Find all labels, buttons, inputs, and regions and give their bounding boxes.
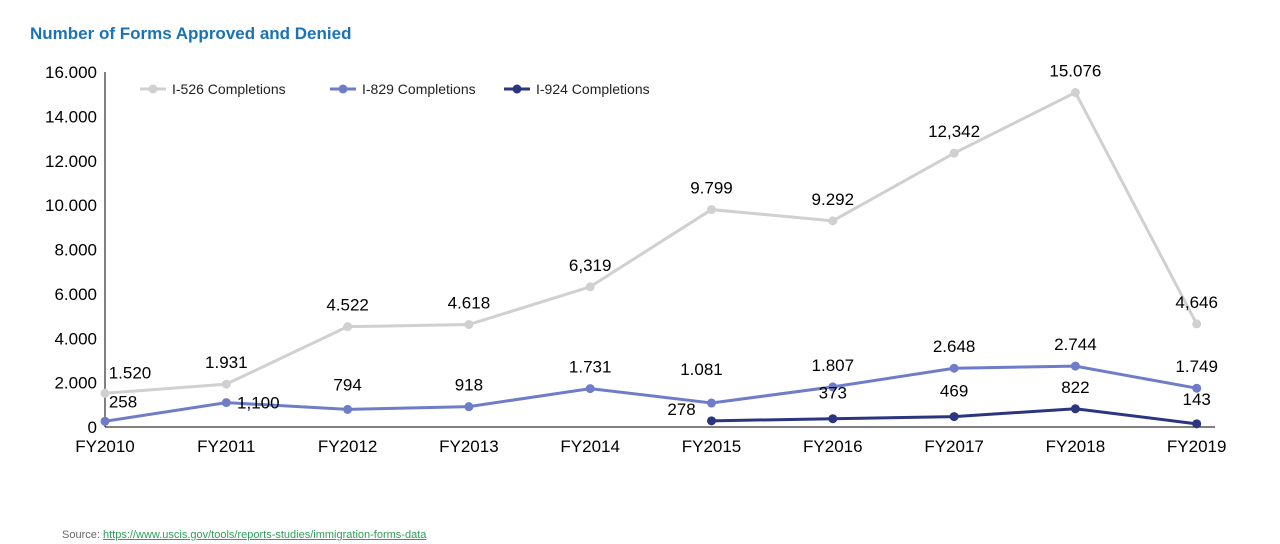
data-point <box>221 379 231 389</box>
data-point <box>585 384 595 394</box>
data-point <box>343 322 353 332</box>
y-tick-label: 14.000 <box>45 107 97 126</box>
data-point <box>1070 404 1080 414</box>
legend-label: I-829 Completions <box>362 81 476 97</box>
data-label: 4.618 <box>448 294 491 313</box>
data-point <box>1192 419 1202 429</box>
data-point <box>707 205 716 215</box>
x-tick-label: FY2017 <box>924 437 984 456</box>
y-tick-label: 10.000 <box>45 196 97 215</box>
y-tick-label: 8.000 <box>54 241 97 260</box>
legend-label: I-526 Completions <box>172 81 286 97</box>
y-tick-label: 2.000 <box>54 374 97 393</box>
x-tick-label: FY2013 <box>439 437 499 456</box>
series-line-2 <box>104 364 1197 423</box>
x-tick-label: FY2015 <box>682 437 742 456</box>
data-label: 2.744 <box>1054 335 1097 354</box>
data-point <box>1192 383 1202 393</box>
legend-marker <box>338 84 348 94</box>
y-tick-label: 4.000 <box>54 329 97 348</box>
data-point <box>100 388 110 398</box>
data-point <box>949 363 959 373</box>
legend-marker <box>148 84 158 94</box>
data-label: 258 <box>109 392 137 411</box>
data-label: 1.520 <box>109 363 152 382</box>
data-label: 143 <box>1183 390 1211 409</box>
data-point <box>949 412 959 422</box>
x-tick-label: FY2012 <box>318 437 378 456</box>
data-label: 12,342 <box>928 122 980 141</box>
y-tick-label: 0 <box>88 418 97 437</box>
data-point <box>464 320 474 330</box>
data-point <box>464 402 474 412</box>
y-tick-label: 6.000 <box>54 285 97 304</box>
data-point <box>949 148 959 158</box>
data-label: 373 <box>819 384 847 403</box>
x-tick-label: FY2011 <box>197 437 255 456</box>
data-point <box>1070 361 1080 371</box>
chart-title: Number of Forms Approved and Denied <box>30 24 352 43</box>
data-label: 4,646 <box>1175 293 1218 312</box>
data-label: 1.931 <box>205 353 248 372</box>
data-label: 278 <box>667 400 695 419</box>
data-point <box>828 414 838 424</box>
x-tick-label: FY2018 <box>1046 437 1106 456</box>
data-label: 1,100 <box>237 394 280 413</box>
data-label: 9.799 <box>690 179 733 198</box>
data-label: 918 <box>455 376 483 395</box>
data-label: 1.081 <box>680 360 723 379</box>
data-label: 6,319 <box>569 256 612 275</box>
series-line-1 <box>104 90 1199 395</box>
data-label: 794 <box>333 375 361 394</box>
x-tick-label: FY2014 <box>560 437 620 456</box>
data-label: 469 <box>940 382 968 401</box>
data-label: 1.749 <box>1175 357 1218 376</box>
x-tick-label: FY2019 <box>1167 437 1227 456</box>
y-tick-label: 16.000 <box>45 63 97 82</box>
data-point <box>585 282 595 292</box>
data-point <box>221 398 231 408</box>
data-label: 15.076 <box>1049 62 1101 81</box>
data-label: 1.807 <box>812 356 855 375</box>
data-point <box>828 216 838 226</box>
source-note: Source: https://www.uscis.gov/tools/repo… <box>62 529 426 541</box>
legend-marker <box>512 84 522 94</box>
data-label: 1.731 <box>569 358 612 377</box>
data-label: 4.522 <box>326 296 369 315</box>
data-point <box>707 416 716 426</box>
data-point <box>100 416 110 426</box>
data-label: 2.648 <box>933 337 976 356</box>
y-tick-label: 12.000 <box>45 152 97 171</box>
x-tick-label: FY2010 <box>75 437 135 456</box>
data-point <box>707 398 716 408</box>
source-link[interactable]: https://www.uscis.gov/tools/reports-stud… <box>102 529 427 541</box>
x-tick-label: FY2016 <box>803 437 863 456</box>
data-label: 9.292 <box>812 190 855 209</box>
data-point <box>1070 88 1080 98</box>
data-point <box>828 382 838 392</box>
data-label: 822 <box>1061 378 1089 397</box>
data-point <box>1192 319 1202 329</box>
data-point <box>343 404 353 414</box>
legend-label: I-924 Completions <box>536 81 650 97</box>
source-label: Source: <box>62 529 100 541</box>
